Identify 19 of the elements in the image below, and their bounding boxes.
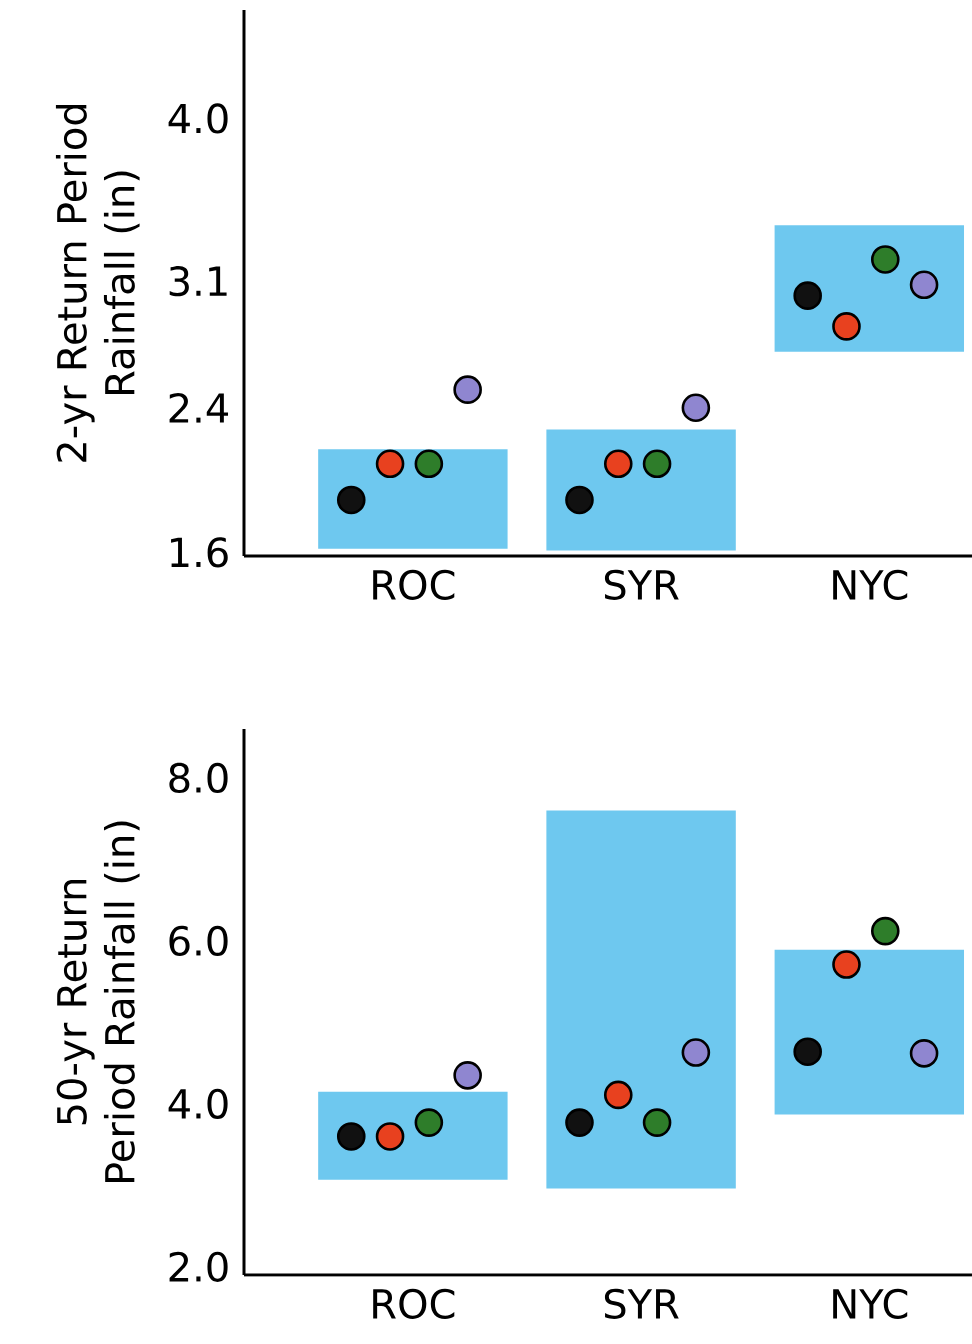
x-tick-label: NYC — [833, 1288, 908, 1319]
y-tick-label: 4.0 — [168, 103, 228, 134]
x-tick-label: NYC — [833, 569, 908, 600]
x-tick-label: ROC — [373, 1288, 455, 1319]
y-axis-title: 2-yr Return Period Rainfall (in) — [55, 104, 140, 462]
y-tick-label: 8.0 — [169, 762, 228, 794]
bar — [546, 429, 736, 551]
x-tick-label: SYR — [604, 1288, 679, 1319]
bar — [546, 810, 736, 1189]
y-tick-label: 6.0 — [169, 925, 228, 957]
x-tick-label: ROC — [373, 569, 455, 600]
y-tick-label: 2.4 — [169, 392, 229, 423]
y-tick-label: 4.0 — [168, 1088, 228, 1119]
y-tick-label: 2.0 — [169, 1251, 228, 1282]
y-axis-title: 50-yr Return Period Rainfall (in) — [56, 821, 140, 1182]
y-tick-label: 1.6 — [171, 537, 228, 568]
x-tick-label: SYR — [604, 569, 679, 600]
bar — [774, 949, 965, 1115]
y-tick-label: 3.1 — [169, 266, 227, 297]
